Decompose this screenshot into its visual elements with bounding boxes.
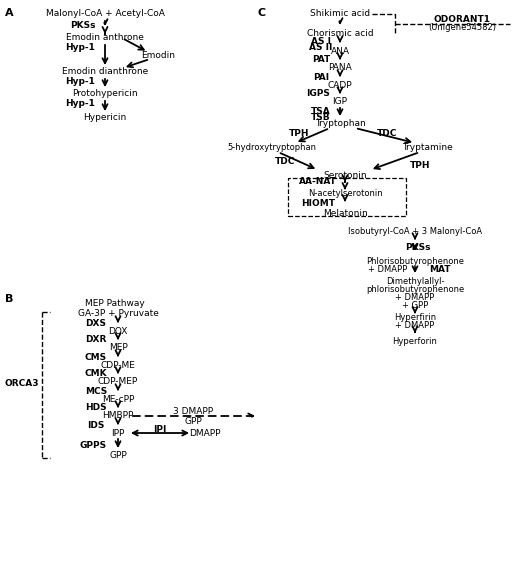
Text: AS I: AS I xyxy=(311,36,331,46)
Text: CMS: CMS xyxy=(85,353,107,362)
Text: Hyperforin: Hyperforin xyxy=(393,336,437,346)
Text: TPH: TPH xyxy=(410,161,430,169)
Text: Melatonin: Melatonin xyxy=(323,210,368,219)
Text: Hyp-1: Hyp-1 xyxy=(65,100,95,108)
Text: IGP: IGP xyxy=(332,97,348,107)
Text: PAI: PAI xyxy=(313,73,329,81)
Text: IDS: IDS xyxy=(88,421,104,430)
Text: MCS: MCS xyxy=(85,387,107,396)
Text: TDC: TDC xyxy=(377,130,397,138)
Text: (Unigene54582): (Unigene54582) xyxy=(428,23,496,32)
Text: Chorismic acid: Chorismic acid xyxy=(307,29,373,38)
Text: + GPP: + GPP xyxy=(402,301,428,309)
Text: ODORANT1: ODORANT1 xyxy=(434,15,490,23)
Text: Protohypericin: Protohypericin xyxy=(72,90,138,98)
Text: HMBPP: HMBPP xyxy=(102,411,134,421)
Text: ORCA3: ORCA3 xyxy=(5,380,39,389)
Text: Hypericin: Hypericin xyxy=(83,114,126,122)
Text: IPI: IPI xyxy=(153,424,167,434)
Text: + DMAPP: + DMAPP xyxy=(395,294,435,302)
Text: A: A xyxy=(5,8,14,18)
Text: Phlorisobutyrophenone: Phlorisobutyrophenone xyxy=(366,257,464,265)
Text: Dimethylallyl-: Dimethylallyl- xyxy=(386,277,444,285)
Text: ANA: ANA xyxy=(331,46,350,56)
Text: GPP: GPP xyxy=(184,417,202,427)
Text: Hyp-1: Hyp-1 xyxy=(65,43,95,53)
Text: Emodin: Emodin xyxy=(141,52,175,60)
Text: DXS: DXS xyxy=(86,319,106,328)
Text: IPP: IPP xyxy=(111,428,125,438)
Text: Tryptophan: Tryptophan xyxy=(315,120,366,128)
Text: TSA: TSA xyxy=(311,107,331,117)
Text: C: C xyxy=(258,8,266,18)
Text: TSB: TSB xyxy=(311,114,331,122)
Text: GPPS: GPPS xyxy=(79,441,106,449)
FancyBboxPatch shape xyxy=(288,178,406,216)
Text: GA-3P + Pyruvate: GA-3P + Pyruvate xyxy=(77,309,158,319)
Text: Serotonin: Serotonin xyxy=(323,171,367,179)
Text: Isobutyryl-CoA + 3 Malonyl-CoA: Isobutyryl-CoA + 3 Malonyl-CoA xyxy=(348,227,482,236)
Text: 5-hydroxytryptophan: 5-hydroxytryptophan xyxy=(227,144,316,152)
Text: PAT: PAT xyxy=(312,56,330,64)
Text: AA-NAT: AA-NAT xyxy=(299,178,337,186)
Text: CADP: CADP xyxy=(328,80,352,90)
Text: AS II: AS II xyxy=(309,43,333,53)
Text: DXR: DXR xyxy=(86,336,106,345)
Text: IGPS: IGPS xyxy=(306,90,330,98)
Text: PKSs: PKSs xyxy=(70,22,96,30)
Text: N-acetylserotonin: N-acetylserotonin xyxy=(308,189,382,199)
Text: PANA: PANA xyxy=(328,63,352,73)
Text: PKSs: PKSs xyxy=(406,244,431,253)
Text: Malonyl-CoA + Acetyl-CoA: Malonyl-CoA + Acetyl-CoA xyxy=(46,9,164,19)
Text: + DMAPP: + DMAPP xyxy=(395,322,435,331)
Text: HDS: HDS xyxy=(85,404,107,413)
Text: HIOMT: HIOMT xyxy=(301,199,335,209)
Text: Tryptamine: Tryptamine xyxy=(401,144,453,152)
Text: B: B xyxy=(5,294,13,304)
Text: GPP: GPP xyxy=(109,451,127,461)
Text: DMAPP: DMAPP xyxy=(189,428,221,438)
Text: DOX: DOX xyxy=(109,326,127,336)
Text: MAT: MAT xyxy=(429,265,451,274)
Text: Shikimic acid: Shikimic acid xyxy=(310,9,370,19)
Text: TDC: TDC xyxy=(275,156,295,165)
Text: ME-cPP: ME-cPP xyxy=(102,394,134,404)
Text: Hyperfirin: Hyperfirin xyxy=(394,314,436,322)
Text: Emodin anthrone: Emodin anthrone xyxy=(66,33,144,43)
Text: Hyp-1: Hyp-1 xyxy=(65,77,95,87)
Text: 3 DMAPP: 3 DMAPP xyxy=(173,407,213,417)
Text: MEP: MEP xyxy=(109,343,127,353)
Text: phlorisobutyrophenone: phlorisobutyrophenone xyxy=(366,284,464,294)
Text: MEP Pathway: MEP Pathway xyxy=(85,298,145,308)
Text: + DMAPP: + DMAPP xyxy=(368,265,408,274)
Text: CDP-MEP: CDP-MEP xyxy=(98,377,138,387)
Text: CDP-ME: CDP-ME xyxy=(100,360,136,370)
Text: Emodin dianthrone: Emodin dianthrone xyxy=(62,67,148,77)
Text: CMK: CMK xyxy=(84,370,108,379)
Text: TPH: TPH xyxy=(289,130,309,138)
